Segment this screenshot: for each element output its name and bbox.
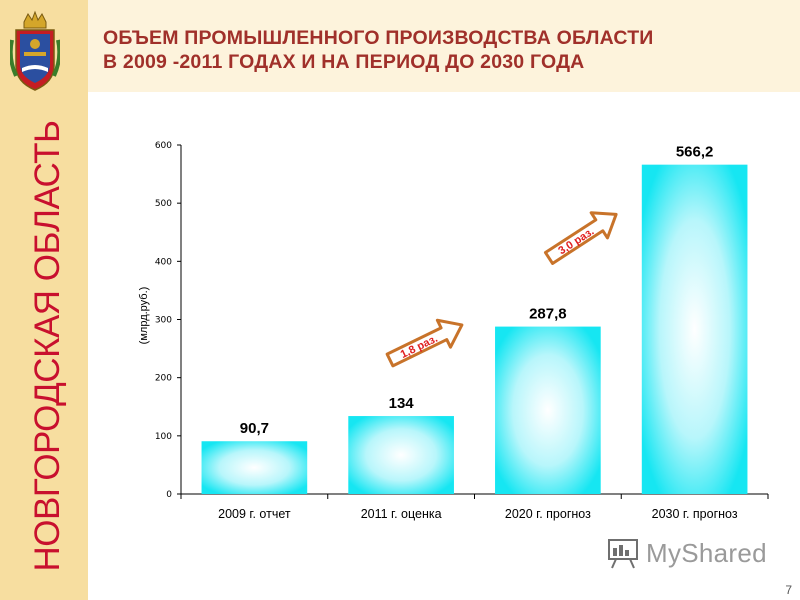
bar xyxy=(201,441,308,494)
bar xyxy=(495,326,601,494)
bar-value-label: 90,7 xyxy=(240,420,269,437)
arrow-shape xyxy=(385,318,464,368)
x-category-label: 2011 г. оценка xyxy=(361,507,442,521)
x-category-label: 2009 г. отчет xyxy=(218,507,291,521)
growth-arrow-2: 3,0 раз. xyxy=(543,211,618,265)
page-title: ОБЪЕМ ПРОМЫШЛЕННОГО ПРОИЗВОДСТВА ОБЛАСТИ… xyxy=(103,26,654,74)
coat-of-arms-icon xyxy=(10,10,60,91)
arrow-shape xyxy=(543,211,618,265)
title-line-1: ОБЪЕМ ПРОМЫШЛЕННОГО ПРОИЗВОДСТВА ОБЛАСТИ xyxy=(103,27,654,49)
x-category-label: 2020 г. прогноз xyxy=(505,507,591,521)
bar-value-label: 566,2 xyxy=(676,144,714,161)
x-category-label: 2030 г. прогноз xyxy=(652,507,738,521)
bar xyxy=(348,416,454,494)
bar-value-label: 134 xyxy=(389,395,415,412)
sidebar: НОВГОРОДСКАЯ ОБЛАСТЬ xyxy=(0,0,88,600)
y-tick-label: 200 xyxy=(155,374,172,384)
title-line-2: В 2009 -2011 ГОДАХ И НА ПЕРИОД ДО 2030 Г… xyxy=(103,51,585,73)
y-tick-label: 500 xyxy=(155,199,172,209)
page-number: 7 xyxy=(785,583,792,597)
y-tick-label: 400 xyxy=(155,257,172,267)
y-tick-label: 100 xyxy=(155,432,172,442)
bar-value-label: 287,8 xyxy=(529,306,567,323)
presentation-board-icon xyxy=(608,539,638,569)
bar xyxy=(641,164,748,494)
growth-arrow-1: 1,8 раз. xyxy=(385,318,464,368)
y-axis-label: (млрд.руб.) xyxy=(138,287,150,345)
watermark: MyShared xyxy=(606,536,767,570)
y-tick-label: 0 xyxy=(166,490,172,500)
y-tick-label: 600 xyxy=(155,141,172,151)
title-band xyxy=(88,0,800,92)
y-tick-label: 300 xyxy=(155,316,172,326)
watermark-text: MyShared xyxy=(646,537,767,568)
